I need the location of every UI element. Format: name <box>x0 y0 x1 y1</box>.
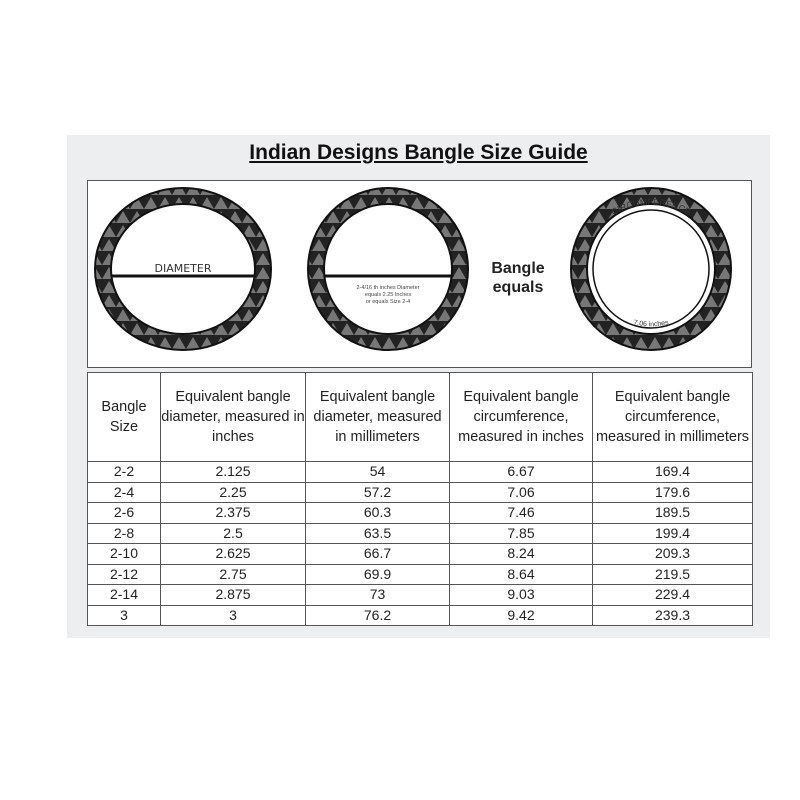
cell-size: 2-2 <box>87 461 161 483</box>
bangle-size-table: Bangle Size Equivalent bangle diameter, … <box>87 372 753 626</box>
cell-diameter-mm: 54 <box>305 461 450 483</box>
cell-size: 2-12 <box>87 563 161 585</box>
cell-diameter-inches: 2.25 <box>160 481 306 503</box>
bangle-illustration: DIAMETER 2-4/16 th inches Diameter equal… <box>87 180 752 368</box>
cell-diameter-mm: 63.5 <box>305 522 450 544</box>
cell-circumference-inches: 9.03 <box>449 584 593 606</box>
cell-circumference-mm: 209.3 <box>592 543 753 565</box>
cell-diameter-mm: 60.3 <box>305 502 450 524</box>
cell-size: 2-8 <box>87 522 161 544</box>
header-circumference-inches: Equivalent bangle circumference, measure… <box>449 372 593 462</box>
diameter-label: DIAMETER <box>155 262 212 275</box>
cell-circumference-mm: 179.6 <box>592 481 753 503</box>
cell-diameter-mm: 73 <box>305 584 450 606</box>
equals-label-1: Bangle <box>491 260 544 277</box>
cell-diameter-inches: 2.625 <box>160 543 306 565</box>
cell-circumference-inches: 7.85 <box>449 522 593 544</box>
table-row: 3 3 76.2 9.42 239.3 <box>87 604 753 626</box>
cell-diameter-inches: 3 <box>160 604 306 626</box>
table-row: 2-6 2.375 60.3 7.46 189.5 <box>87 502 753 524</box>
cell-circumference-mm: 239.3 <box>592 604 753 626</box>
header-circumference-mm: Equivalent bangle circumference, measure… <box>592 372 753 462</box>
header-diameter-mm: Equivalent bangle diameter, measured in … <box>305 372 450 462</box>
example-note-1: 2-4/16 th inches Diameter <box>357 285 420 291</box>
cell-circumference-mm: 169.4 <box>592 461 753 483</box>
cell-circumference-inches: 9.42 <box>449 604 593 626</box>
cell-diameter-inches: 2.75 <box>160 563 306 585</box>
cell-circumference-mm: 229.4 <box>592 584 753 606</box>
table-row: 2-8 2.5 63.5 7.85 199.4 <box>87 522 753 544</box>
example-note-2: equals 2.25 Inches <box>365 292 411 298</box>
cell-diameter-mm: 76.2 <box>305 604 450 626</box>
cell-size: 2-10 <box>87 543 161 565</box>
header-bangle-size: Bangle Size <box>87 372 161 462</box>
bangle-rings-graphic: DIAMETER 2-4/16 th inches Diameter equal… <box>94 187 732 351</box>
ring-example <box>307 187 469 351</box>
header-diameter-inches: Equivalent bangle diameter, measured in … <box>160 372 306 462</box>
cell-circumference-mm: 199.4 <box>592 522 753 544</box>
cell-circumference-inches: 8.64 <box>449 563 593 585</box>
cell-size: 2-6 <box>87 502 161 524</box>
ring-diameter <box>94 187 272 351</box>
cell-diameter-mm: 66.7 <box>305 543 450 565</box>
size-guide-panel: Indian Designs Bangle Size Guide <box>67 135 770 638</box>
cell-size: 2-4 <box>87 481 161 503</box>
cell-size: 3 <box>87 604 161 626</box>
cell-diameter-mm: 57.2 <box>305 481 450 503</box>
equals-label-2: equals <box>493 279 544 296</box>
table-row: 2-4 2.25 57.2 7.06 179.6 <box>87 481 753 503</box>
example-note-3: or equals Size 2-4 <box>366 299 410 305</box>
table-row: 2-2 2.125 54 6.67 169.4 <box>87 461 753 483</box>
cell-diameter-mm: 69.9 <box>305 563 450 585</box>
cell-diameter-inches: 2.5 <box>160 522 306 544</box>
cell-circumference-inches: 8.24 <box>449 543 593 565</box>
cell-circumference-mm: 189.5 <box>592 502 753 524</box>
table-header-row: Bangle Size Equivalent bangle diameter, … <box>87 372 753 462</box>
cell-circumference-inches: 7.46 <box>449 502 593 524</box>
circumference-value: 7.06 inches <box>633 319 670 328</box>
table-row: 2-10 2.625 66.7 8.24 209.3 <box>87 543 753 565</box>
cell-circumference-inches: 6.67 <box>449 461 593 483</box>
cell-diameter-inches: 2.125 <box>160 461 306 483</box>
cell-diameter-inches: 2.875 <box>160 584 306 606</box>
ring-circumference <box>570 187 732 351</box>
page-title: Indian Designs Bangle Size Guide <box>249 141 588 164</box>
cell-diameter-inches: 2.375 <box>160 502 306 524</box>
cell-size: 2-14 <box>87 584 161 606</box>
cell-circumference-mm: 219.5 <box>592 563 753 585</box>
cell-circumference-inches: 7.06 <box>449 481 593 503</box>
table-row: 2-14 2.875 73 9.03 229.4 <box>87 584 753 606</box>
table-row: 2-12 2.75 69.9 8.64 219.5 <box>87 563 753 585</box>
